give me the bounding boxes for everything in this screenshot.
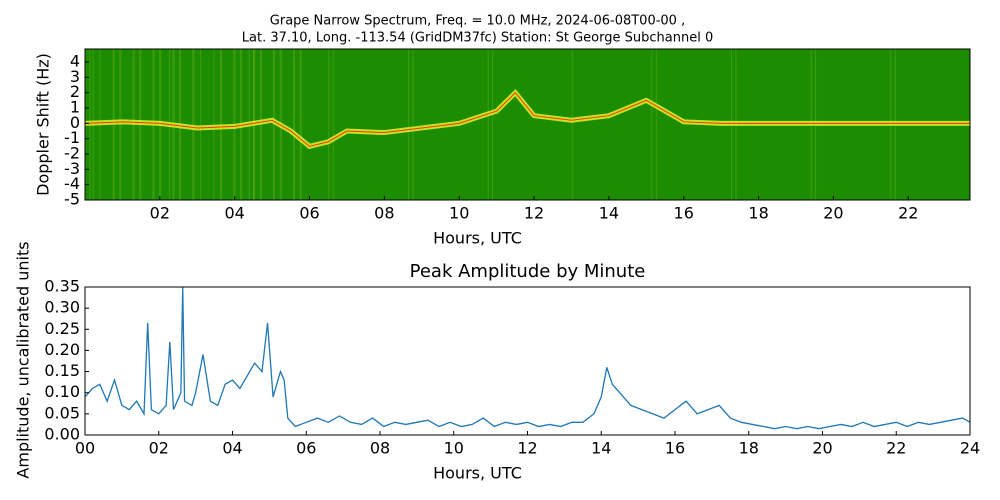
x-tick-label: 24 <box>960 439 980 458</box>
y-tick-label: 1 <box>70 98 80 117</box>
y-tick-label: -3 <box>64 159 80 178</box>
y-axis-label: Amplitude, uncalibrated units <box>14 241 33 478</box>
x-tick-label: 14 <box>591 439 611 458</box>
noise-stripe <box>292 49 294 200</box>
x-tick-label: 08 <box>370 439 390 458</box>
x-tick-label: 16 <box>665 439 685 458</box>
y-tick-label: 0 <box>70 113 80 132</box>
x-tick-label: 12 <box>524 204 544 223</box>
x-tick-label: 20 <box>823 204 843 223</box>
y-tick-label: 0.25 <box>44 319 80 338</box>
chart-title: Grape Narrow Spectrum, Freq. = 10.0 MHz,… <box>270 14 685 29</box>
noise-stripe <box>412 49 414 200</box>
noise-stripe <box>300 49 302 200</box>
x-tick-label: 02 <box>150 204 170 223</box>
y-tick-label: 0.10 <box>44 382 80 401</box>
y-tick-label: 3 <box>70 67 80 86</box>
y-tick-label: 4 <box>70 52 80 71</box>
y-axis-label: Doppler Shift (Hz) <box>34 53 53 196</box>
y-tick-label: 0.35 <box>44 277 80 296</box>
x-tick-label: 08 <box>374 204 394 223</box>
noise-stripe <box>273 49 275 200</box>
x-tick-label: 12 <box>517 439 537 458</box>
y-tick-label: -1 <box>64 128 80 147</box>
y-tick-label: -2 <box>64 144 80 163</box>
y-tick-label: 0.20 <box>44 340 80 359</box>
x-tick-label: 00 <box>75 439 95 458</box>
noise-stripe <box>119 49 121 200</box>
x-tick-label: 14 <box>599 204 619 223</box>
line <box>84 286 971 430</box>
noise-stripe <box>120 49 122 200</box>
y-tick-label: 0.15 <box>44 361 80 380</box>
doppler-trace-core <box>84 91 970 147</box>
y-tick-label: 2 <box>70 82 80 101</box>
noise-stripe <box>332 49 334 200</box>
x-tick-label: 10 <box>444 439 464 458</box>
noise-stripe <box>192 49 194 200</box>
x-axis-label: Hours, UTC <box>433 464 522 483</box>
chart-title: Peak Amplitude by Minute <box>410 261 646 282</box>
noise-stripe <box>294 49 296 200</box>
x-tick-label: 18 <box>739 439 759 458</box>
x-tick-label: 04 <box>222 439 242 458</box>
noise-stripe <box>200 49 202 200</box>
noise-stripe <box>655 49 657 200</box>
x-tick-label: 02 <box>149 439 169 458</box>
x-tick-label: 06 <box>296 439 316 458</box>
y-tick-label: -5 <box>64 190 80 209</box>
x-tick-label: 06 <box>299 204 319 223</box>
x-axis-label: Hours, UTC <box>433 229 522 248</box>
y-tick-label: 0.00 <box>44 425 80 444</box>
x-tick-label: 20 <box>812 439 832 458</box>
noise-stripe <box>651 49 653 200</box>
x-tick-label: 22 <box>886 439 906 458</box>
noise-stripe <box>213 49 215 200</box>
chart-title: Lat. 37.10, Long. -113.54 (GridDM37fc) S… <box>242 31 713 46</box>
noise-stripe <box>408 49 410 200</box>
noise-stripe <box>193 49 195 200</box>
x-tick-label: 04 <box>225 204 245 223</box>
y-tick-label: 0.05 <box>44 403 80 422</box>
noise-stripe <box>492 49 494 200</box>
x-tick-label: 16 <box>674 204 694 223</box>
x-tick-label: 18 <box>748 204 768 223</box>
x-tick-label: 22 <box>898 204 918 223</box>
plot-frame <box>84 48 971 201</box>
y-tick-label: -4 <box>64 174 80 193</box>
noise-stripe <box>328 49 330 200</box>
y-tick-label: 0.30 <box>44 298 80 317</box>
noise-stripe <box>299 49 301 200</box>
plot-frame <box>84 286 971 436</box>
noise-stripe <box>571 49 573 200</box>
x-tick-label: 10 <box>449 204 469 223</box>
noise-stripe <box>487 49 489 200</box>
